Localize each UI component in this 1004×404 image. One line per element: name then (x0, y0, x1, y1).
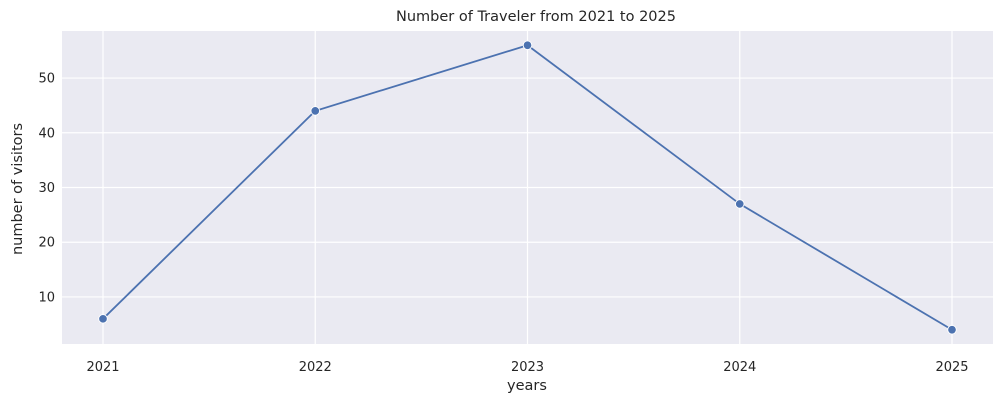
grid (62, 31, 993, 344)
y-tick-labels: 10 20 30 40 50 (38, 72, 55, 306)
data-point (522, 40, 533, 50)
y-tick-label: 40 (38, 126, 55, 141)
chart-title: Number of Traveler from 2021 to 2025 (396, 9, 676, 25)
x-tick-labels: 2021 2022 2023 2024 2025 (86, 360, 968, 375)
data-point (735, 199, 745, 209)
data-point (310, 106, 321, 116)
y-tick-label: 10 (38, 290, 55, 305)
x-tick-label: 2024 (723, 360, 756, 375)
y-tick-label: 20 (38, 236, 55, 251)
y-tick-label: 30 (38, 181, 55, 196)
y-axis-label: number of visitors (10, 123, 26, 255)
x-tick-label: 2025 (935, 360, 968, 375)
y-tick-label: 50 (38, 72, 55, 87)
data-points (98, 40, 957, 335)
data-point (98, 314, 108, 324)
x-tick-label: 2021 (86, 360, 119, 375)
x-tick-label: 2022 (299, 360, 332, 375)
data-point (947, 325, 957, 335)
x-axis-label: years (507, 378, 547, 394)
x-tick-label: 2023 (511, 360, 544, 375)
